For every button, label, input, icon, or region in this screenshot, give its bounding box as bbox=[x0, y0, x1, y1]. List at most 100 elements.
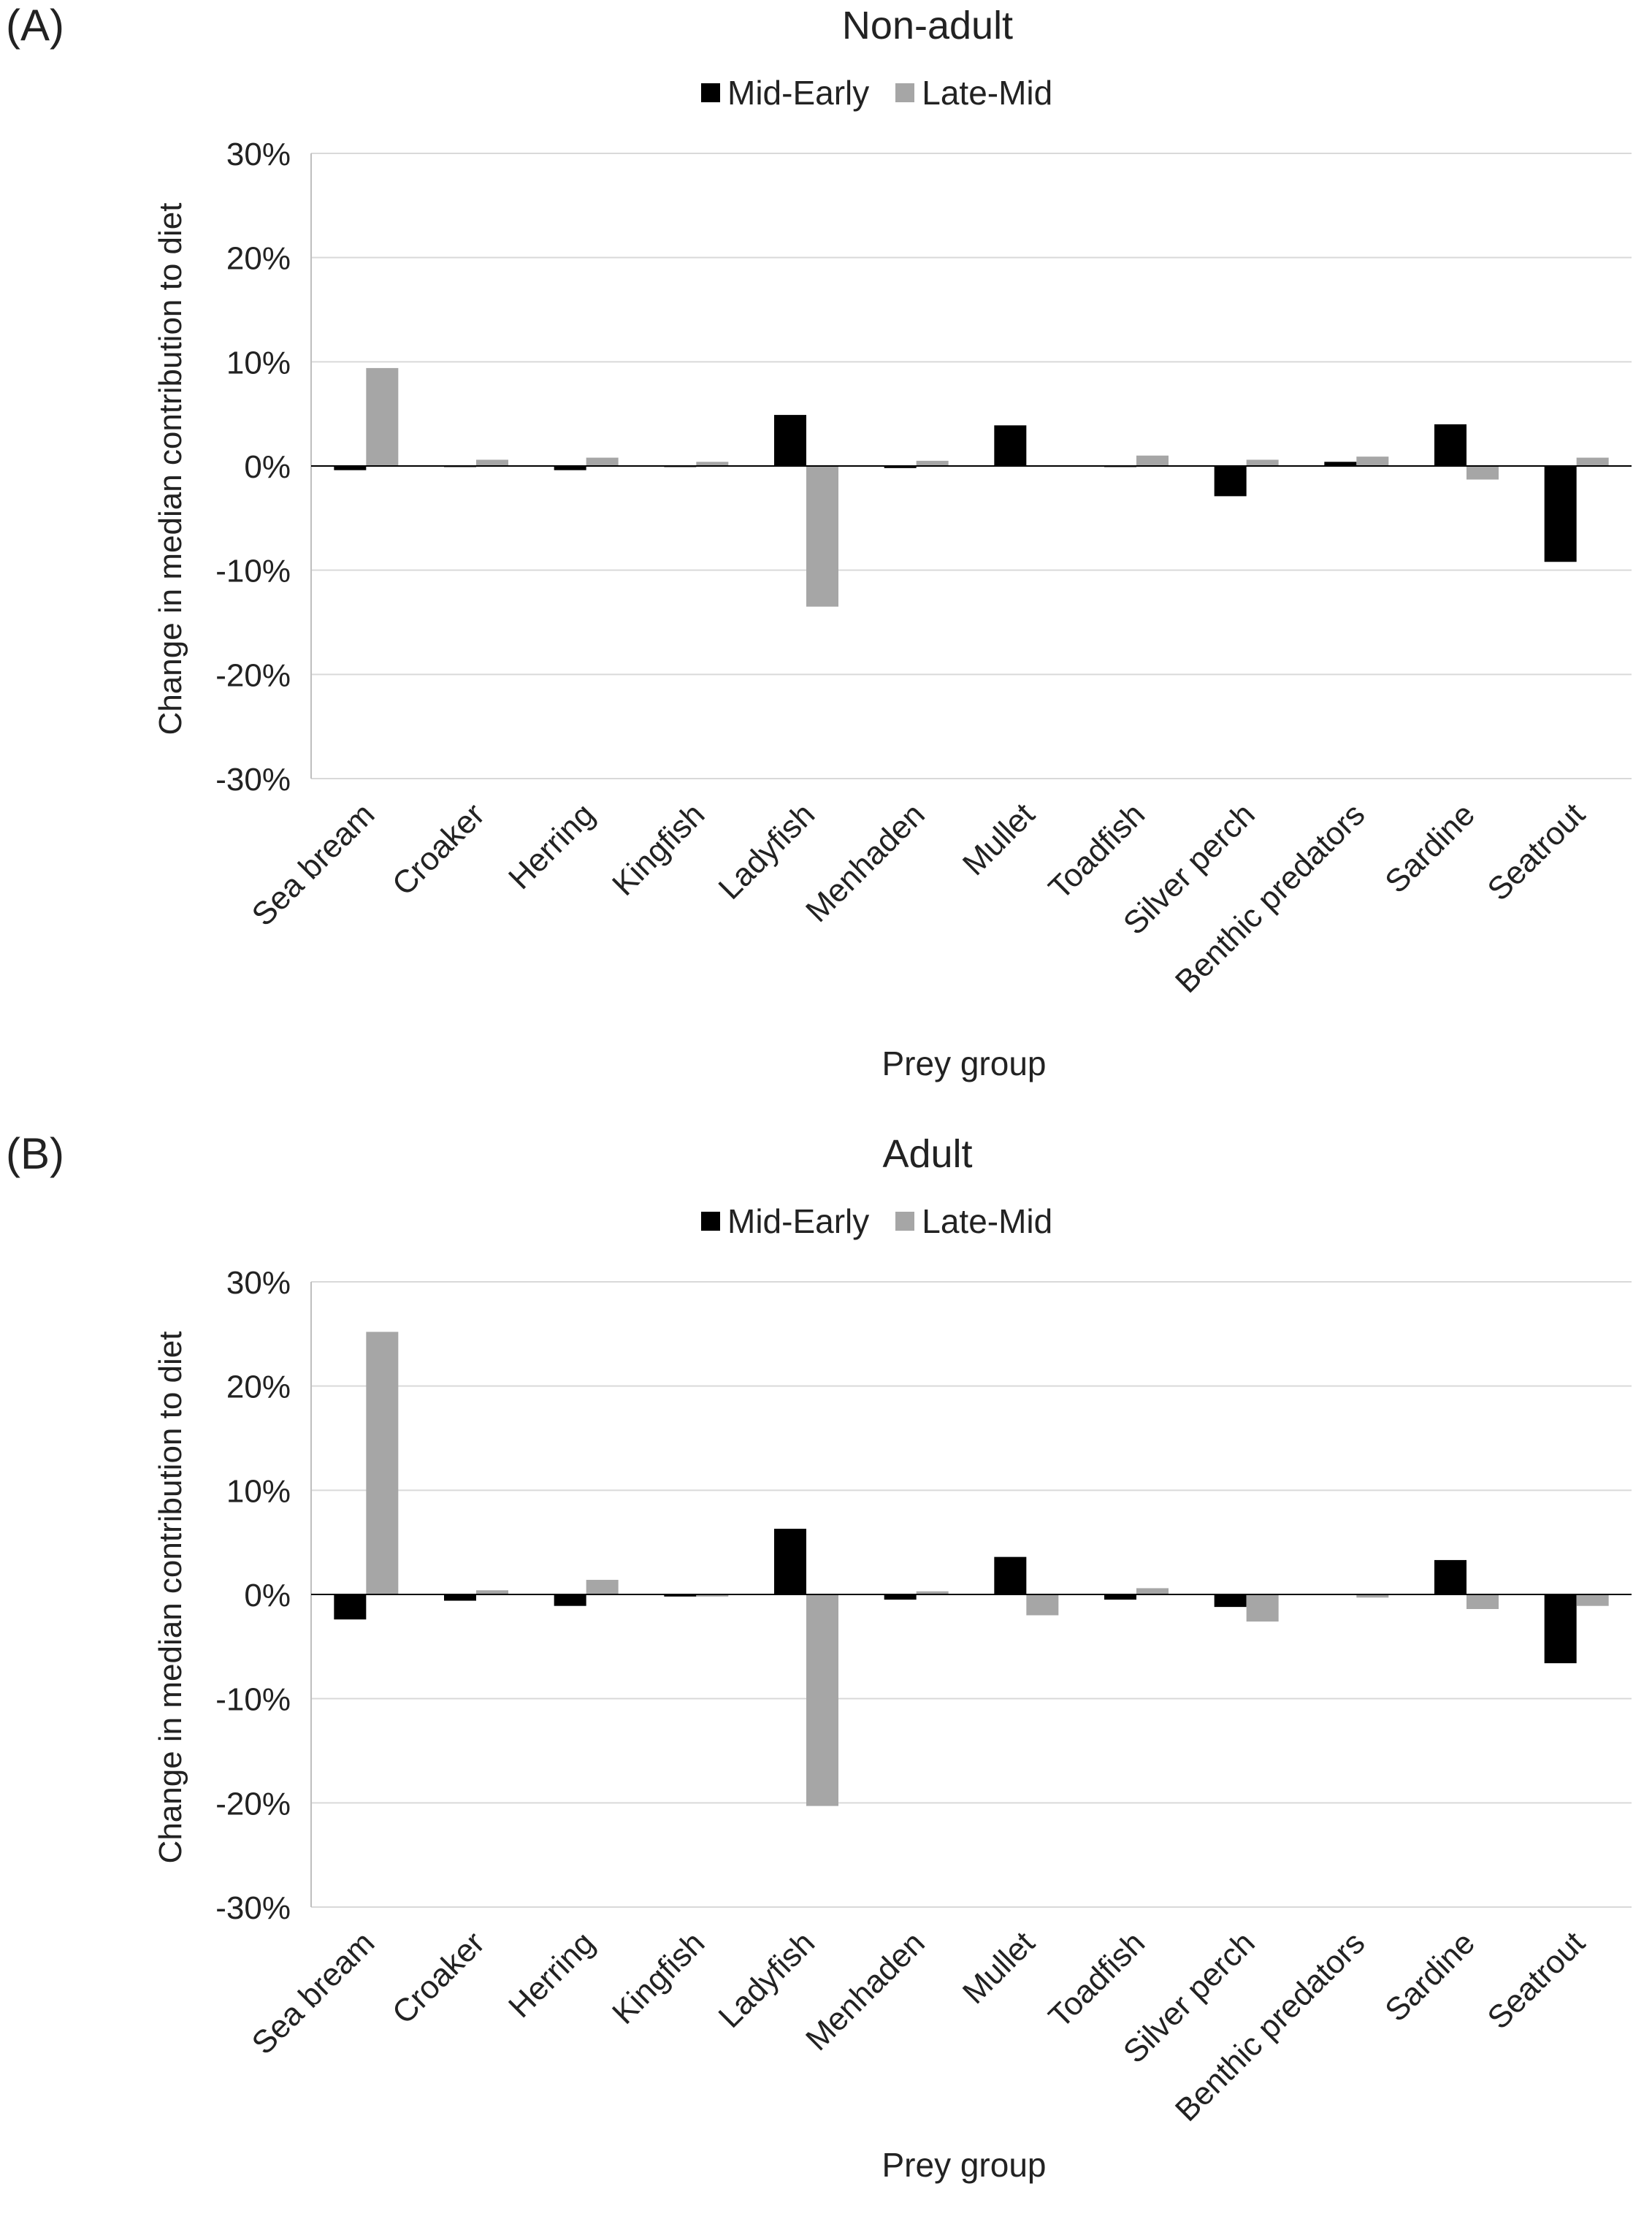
y-axis-label: Change in median contribution to diet bbox=[153, 1332, 188, 1864]
bar-mid-early-kingfish bbox=[664, 1594, 697, 1597]
bar-late-mid-seatrout bbox=[1576, 457, 1609, 466]
chart-panel-b: 30% 20% 10% 0% -10% -20% -30% Sea bream Croaker H… bbox=[0, 1128, 1652, 2235]
legend-swatch-mid-early bbox=[701, 1212, 720, 1231]
bar-mid-early-menhaden bbox=[884, 466, 917, 468]
y-tick-label: 20% bbox=[226, 1369, 291, 1405]
bar-late-mid-mullet bbox=[1026, 1594, 1059, 1616]
bar-late-mid-sea-bream bbox=[366, 1332, 399, 1594]
legend-item-late-mid: Late-Mid bbox=[895, 1201, 1052, 1241]
x-tick-label-kingfish: Kingfish bbox=[605, 1925, 711, 2030]
x-tick-label-ladyfish: Ladyfish bbox=[712, 1925, 822, 2035]
bar-late-mid-kingfish bbox=[696, 1594, 729, 1597]
legend-label-late-mid: Late-Mid bbox=[922, 1202, 1053, 1240]
x-tick-label-toadfish: Toadfish bbox=[1042, 796, 1152, 906]
x-tick-label-croaker: Croaker bbox=[386, 796, 492, 902]
bar-late-mid-seatrout bbox=[1576, 1594, 1609, 1606]
y-tick-label: 0% bbox=[244, 1578, 291, 1613]
y-tick-label: -10% bbox=[215, 1682, 291, 1718]
panel-label-b: (B) bbox=[6, 1129, 64, 1178]
bar-mid-early-croaker bbox=[444, 1594, 476, 1601]
chart-panel-a: 30% 20% 10% 0% -10% -20% -30% Sea bream Croaker H… bbox=[0, 0, 1652, 1107]
legend-label-mid-early: Mid-Early bbox=[727, 1202, 870, 1240]
y-tick-label: 30% bbox=[226, 1265, 291, 1301]
x-tick-label-kingfish: Kingfish bbox=[605, 796, 711, 902]
legend-label-late-mid: Late-Mid bbox=[922, 74, 1053, 112]
legend-b: Mid-Early Late-Mid bbox=[701, 1201, 1079, 1241]
x-tick-label-seatrout: Seatrout bbox=[1480, 1925, 1591, 2036]
x-tick-label-benthic-predators: Benthic predators bbox=[1169, 1925, 1372, 2128]
bar-late-mid-sardine bbox=[1466, 1594, 1499, 1609]
bar-mid-early-ladyfish bbox=[774, 415, 806, 466]
bar-late-mid-herring bbox=[586, 1580, 619, 1594]
x-axis-label: Prey group bbox=[882, 2146, 1046, 2184]
chart-title-b: Adult bbox=[882, 1132, 973, 1176]
x-tick-label-croaker: Croaker bbox=[386, 1925, 492, 2030]
legend-item-late-mid: Late-Mid bbox=[895, 73, 1052, 112]
bar-mid-early-sardine bbox=[1434, 1559, 1466, 1594]
x-tick-label-menhaden: Menhaden bbox=[799, 1925, 932, 2058]
bar-mid-early-menhaden bbox=[884, 1594, 917, 1600]
chart-title-a: Non-adult bbox=[841, 4, 1014, 47]
x-tick-label-sardine: Sardine bbox=[1378, 796, 1482, 900]
x-tick-label-toadfish: Toadfish bbox=[1042, 1925, 1152, 2035]
bar-late-mid-kingfish bbox=[696, 462, 729, 466]
bar-late-mid-benthic-predators bbox=[1356, 456, 1389, 466]
y-tick-label: -20% bbox=[215, 1786, 291, 1822]
y-tick-label: -10% bbox=[215, 554, 291, 589]
x-tick-label-mullet: Mullet bbox=[956, 1925, 1042, 2011]
legend-label-mid-early: Mid-Early bbox=[727, 74, 870, 112]
bar-late-mid-toadfish bbox=[1136, 455, 1169, 466]
x-tick-label-herring: Herring bbox=[502, 1925, 602, 2025]
bar-mid-early-sea-bream bbox=[334, 1594, 367, 1620]
bar-late-mid-herring bbox=[586, 457, 619, 466]
x-axis-label: Prey group bbox=[882, 1044, 1046, 1082]
bar-mid-early-toadfish bbox=[1104, 1594, 1136, 1600]
x-tick-label-sardine: Sardine bbox=[1378, 1925, 1482, 2028]
y-tick-label: 0% bbox=[244, 449, 291, 485]
x-tick-label-seatrout: Seatrout bbox=[1480, 796, 1591, 907]
bar-late-mid-ladyfish bbox=[806, 466, 838, 607]
y-tick-label: -20% bbox=[215, 657, 291, 693]
bar-mid-early-ladyfish bbox=[774, 1529, 806, 1594]
legend-item-mid-early: Mid-Early bbox=[701, 1201, 869, 1241]
bar-late-mid-menhaden bbox=[916, 460, 949, 466]
y-tick-label: -30% bbox=[215, 762, 291, 798]
x-tick-label-herring: Herring bbox=[502, 796, 602, 896]
legend-a: Mid-Early Late-Mid bbox=[701, 73, 1079, 112]
y-tick-label: 10% bbox=[226, 1473, 291, 1509]
legend-swatch-late-mid bbox=[895, 1212, 915, 1231]
x-tick-label-mullet: Mullet bbox=[956, 796, 1042, 882]
y-tick-label: -30% bbox=[215, 1890, 291, 1926]
bar-late-mid-menhaden bbox=[916, 1591, 949, 1594]
bar-chart-non-adult: 30% 20% 10% 0% -10% -20% -30%Sea bream Croaker H… bbox=[153, 137, 1632, 1082]
bar-late-mid-toadfish bbox=[1136, 1588, 1169, 1594]
y-axis-label: Change in median contribution to diet bbox=[153, 203, 188, 736]
legend-item-mid-early: Mid-Early bbox=[701, 73, 869, 112]
bar-mid-early-silver-perch bbox=[1214, 466, 1247, 497]
bar-mid-early-herring bbox=[554, 466, 586, 470]
bar-late-mid-ladyfish bbox=[806, 1594, 838, 1806]
legend-swatch-mid-early bbox=[701, 83, 720, 102]
y-tick-label: 20% bbox=[226, 241, 291, 277]
y-tick-label: 10% bbox=[226, 345, 291, 381]
bar-late-mid-silver-perch bbox=[1246, 1594, 1279, 1622]
bar-late-mid-silver-perch bbox=[1246, 459, 1279, 466]
bar-late-mid-benthic-predators bbox=[1356, 1594, 1389, 1598]
x-tick-label-ladyfish: Ladyfish bbox=[712, 796, 822, 906]
bar-mid-early-sea-bream bbox=[334, 466, 367, 470]
bar-mid-early-mullet bbox=[994, 425, 1027, 466]
bar-mid-early-benthic-predators bbox=[1324, 462, 1357, 466]
bar-late-mid-croaker bbox=[476, 459, 508, 466]
bar-mid-early-herring bbox=[554, 1594, 586, 1606]
y-tick-label: 30% bbox=[226, 137, 291, 172]
legend-swatch-late-mid bbox=[895, 83, 915, 102]
bar-mid-early-seatrout bbox=[1544, 466, 1577, 562]
x-tick-label-sea-bream: Sea bream bbox=[245, 1925, 382, 2061]
bar-mid-early-sardine bbox=[1434, 424, 1466, 466]
bar-mid-early-mullet bbox=[994, 1556, 1027, 1594]
panel-label-a: (A) bbox=[6, 1, 64, 50]
x-tick-label-benthic-predators: Benthic predators bbox=[1169, 796, 1372, 1000]
x-tick-label-sea-bream: Sea bream bbox=[245, 796, 382, 933]
bar-late-mid-sardine bbox=[1466, 466, 1499, 480]
bar-chart-adult: 30% 20% 10% 0% -10% -20% -30%Sea bream Croaker H… bbox=[153, 1265, 1632, 2184]
